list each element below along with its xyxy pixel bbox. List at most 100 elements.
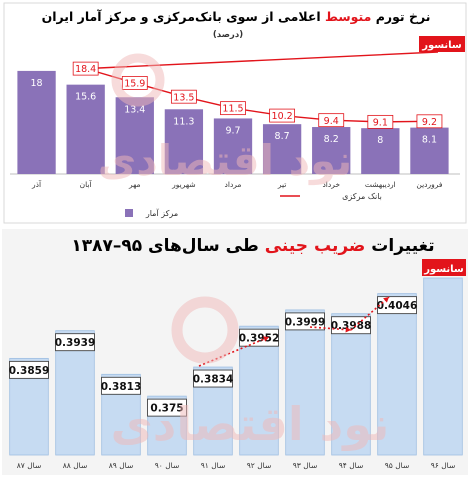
chart2-bar-value: 0.3859 <box>9 365 50 377</box>
chart2-value-box <box>9 360 49 379</box>
chart1-line-label-box <box>220 101 246 116</box>
chart2-bar-value: 0.3939 <box>55 337 96 349</box>
chart1-line-label-box <box>72 61 99 76</box>
watermark-text-bottom: نود اقتصادی <box>111 397 390 451</box>
chart2-arrow-head <box>263 336 269 342</box>
chart2-arrow-head <box>345 326 351 333</box>
chart2-category-label: سال ۸۹ <box>109 461 133 470</box>
legend-line-label: بانک مرکزی <box>342 192 382 201</box>
chart1-line-label-box <box>170 89 197 104</box>
chart2-bar-value: 0.375 <box>150 403 183 415</box>
watermark-text-top: نود اقتصادی <box>98 136 353 186</box>
chart1-bar-value: 15.6 <box>75 92 96 103</box>
chart1-line-value: 9.4 <box>324 116 339 127</box>
chart2-title: تغییرات ضریب جینی طی سال‌های ۹۵–۱۳۸۷ <box>71 236 434 256</box>
chart1-line: 9.2 9.1 9.4 10.2 11.5 13.5 15.9 18.4 <box>72 51 443 129</box>
chart1-bar <box>361 128 400 174</box>
watermark-logo-top <box>111 53 165 107</box>
chart2-value-box <box>331 316 371 335</box>
chart1-line-value: 18.4 <box>75 64 96 75</box>
chart1-bar-value: 8 <box>377 135 383 146</box>
chart1-censor-label: سانسور <box>421 40 462 51</box>
chart1-category-label: شهریور <box>171 180 195 189</box>
chart1-line-label-box <box>318 113 345 128</box>
chart1-category-label: تیر <box>277 180 287 189</box>
chart2-categories: سال ۸۷ سال ۸۸ سال ۸۹ سال ۹۰ سال ۹۱ سال ۹۲ سال … <box>17 461 455 470</box>
chart2-category-label: سال ۹۵ <box>385 461 409 470</box>
chart1-line-value: 9.1 <box>373 117 388 128</box>
chart1-line-value: 11.5 <box>222 104 243 115</box>
chart2-value-box <box>147 398 187 417</box>
chart2-bar <box>285 309 325 456</box>
chart1-line-label-box <box>269 108 296 123</box>
chart1-bar-value: 8.1 <box>422 135 437 146</box>
chart2-category-label: سال ۸۸ <box>63 461 87 470</box>
chart1-bar <box>262 124 302 174</box>
chart1-bar <box>312 127 351 174</box>
chart1-category-label: آبان <box>80 179 93 189</box>
chart2-arrow-segment <box>198 336 270 367</box>
chart1-censor-callout: سانسور <box>419 36 465 52</box>
chart1-censor-box <box>419 36 465 52</box>
chart2-category-label: سال ۹۲ <box>247 461 271 470</box>
chart2-bar <box>423 277 463 456</box>
chart1-category-label: فروردین <box>416 180 443 189</box>
chart2-censor-label: سانسور <box>423 264 464 275</box>
chart1-category-label: خرداد <box>322 180 340 189</box>
chart2-bar-value: 0.4046 <box>377 300 418 312</box>
chart1-line-label-box <box>416 114 443 129</box>
chart1-bar-value: 11.3 <box>173 116 194 127</box>
chart1-bar <box>115 97 154 174</box>
chart1-bar-value: 13.4 <box>124 104 145 115</box>
chart1-categories: فروردین اردیبهشت خرداد تیر مرداد شهریور مهر آبا… <box>31 179 443 189</box>
chart2-value-box <box>193 369 233 388</box>
chart1: نرخ تورم متوسط اعلامی از سوی بانک‌مرکزی … <box>3 2 467 224</box>
chart2-censor-box <box>422 259 466 276</box>
chart2-bar-value: 0.3834 <box>193 374 234 386</box>
chart1-subtitle: (درصد) <box>213 30 243 40</box>
chart2-bars: 0.3859 0.3939 0.3813 0.375 0.3834 0.3952 0.399… <box>9 277 463 456</box>
chart1-line-value: 15.9 <box>124 79 145 90</box>
watermark-logo-bottom <box>171 296 239 364</box>
chart2-value-box <box>285 312 325 331</box>
chart2-bar-value: 0.3952 <box>239 333 280 345</box>
chart2-category-label: سال ۹۱ <box>201 461 225 470</box>
chart2-bar-value: 0.3999 <box>285 316 326 328</box>
chart1-bar <box>164 109 204 174</box>
chart1-line-label-box <box>367 114 394 129</box>
chart1-category-label: مهر <box>128 180 141 189</box>
chart2-category-label: سال ۹۴ <box>339 461 363 470</box>
chart2-bar <box>377 293 417 456</box>
chart1-category-label: آذر <box>31 179 42 189</box>
chart1-category-label: اردیبهشت <box>365 180 396 189</box>
chart1-line-label-box <box>121 76 148 90</box>
chart2-arrow-head <box>383 297 389 303</box>
chart1-bar-value: 8.2 <box>324 134 339 145</box>
chart2-censor-callout: سانسور <box>422 259 466 276</box>
chart2-category-label: سال ۸۷ <box>17 461 41 470</box>
chart1-bar <box>213 118 253 174</box>
chart2-value-box <box>239 328 279 347</box>
chart1-line-value: 9.2 <box>422 117 437 128</box>
chart1-bar <box>17 70 56 174</box>
chart2-bar <box>239 325 279 456</box>
chart1-title: نرخ تورم متوسط اعلامی از سوی بانک‌مرکزی … <box>42 9 431 25</box>
chart2-value-box <box>101 376 141 395</box>
chart1-line-value: 13.5 <box>173 92 194 103</box>
legend-bar-label: مرکز آمار <box>145 208 178 218</box>
chart1-category-label: مرداد <box>225 180 242 189</box>
chart1-line-value: 10.2 <box>272 111 293 122</box>
chart2-category-label: سال ۹۶ <box>431 461 455 470</box>
chart1-bar-value: 8.7 <box>275 131 290 142</box>
chart2-category-label: سال ۹۰ <box>155 461 179 470</box>
chart1-bars: 8.1 8 8.2 8.7 9.7 11.3 13.4 15.6 18 <box>17 70 449 174</box>
chart2: تغییرات ضریب جینی طی سال‌های ۹۵–۱۳۸۷ 0.3… <box>2 229 468 475</box>
chart1-bar <box>66 84 105 174</box>
chart2-bar-value: 0.3988 <box>331 320 372 332</box>
chart2-category-label: سال ۹۳ <box>293 461 317 470</box>
watermark-group: نود اقتصادی نود اقتصادی <box>98 53 390 451</box>
chart1-bar <box>410 127 449 174</box>
chart1-bar-value: 9.7 <box>225 125 240 136</box>
chart2-value-box <box>55 333 95 352</box>
